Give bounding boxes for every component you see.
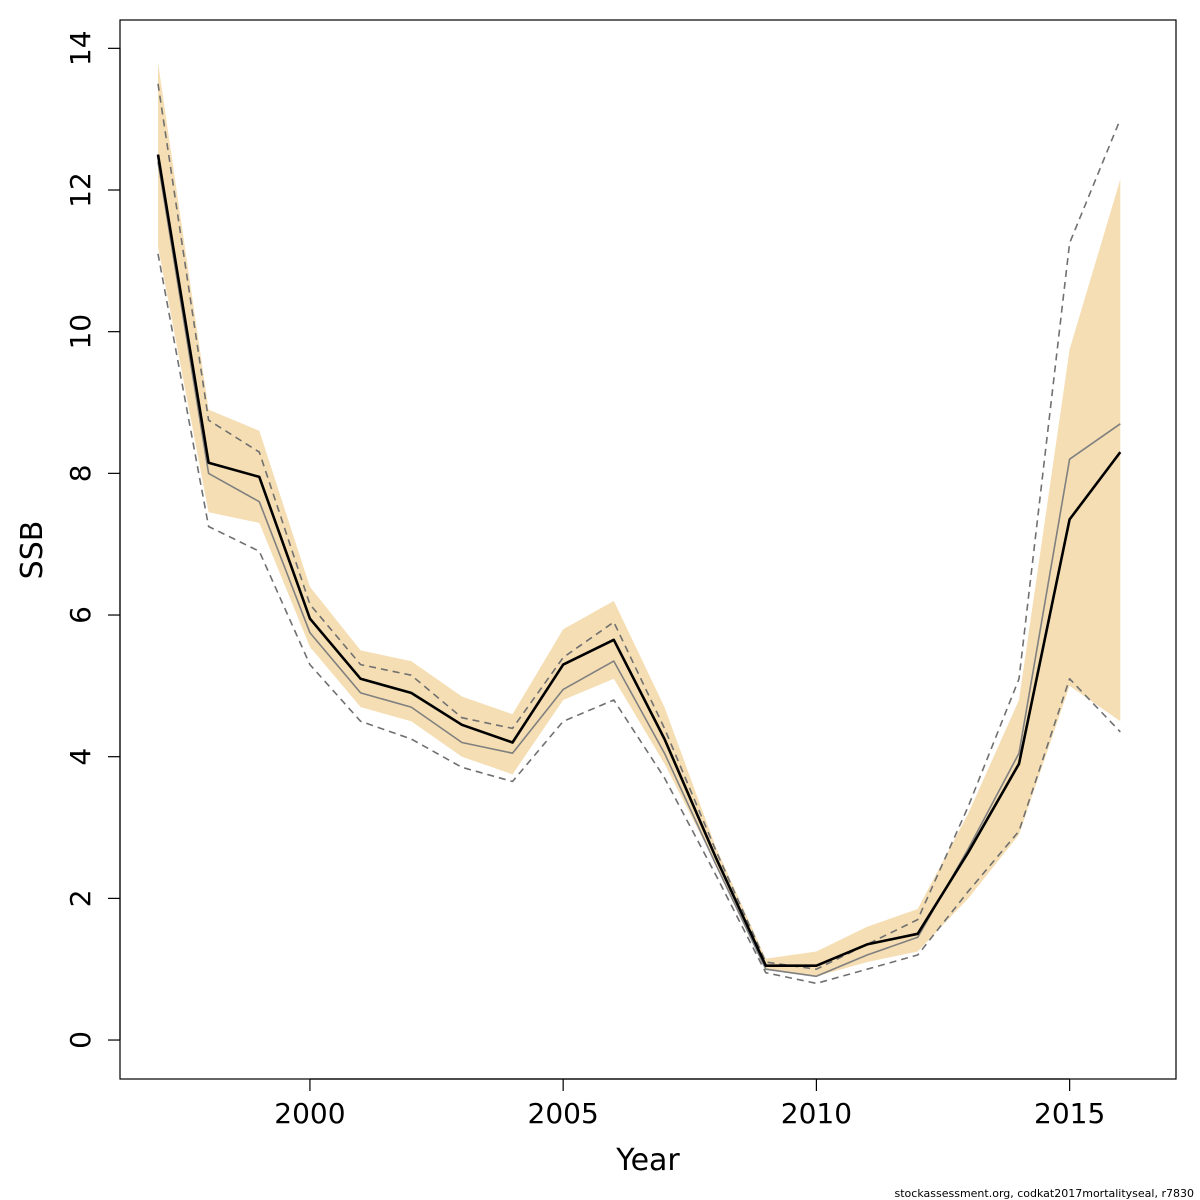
- x-tick-label-2010: 2010: [781, 1097, 852, 1130]
- y-axis-title: SSB: [15, 521, 50, 580]
- x-tick-label-2005: 2005: [528, 1097, 599, 1130]
- y-tick-label-0: 0: [64, 1031, 97, 1049]
- x-axis: 2000 2005 2010 2015: [274, 1078, 1105, 1130]
- series-layer: [156, 83, 1122, 985]
- y-axis: 0 2 4 6 8 10 12 14: [64, 30, 121, 1049]
- series-line-estimate: [156, 154, 1122, 968]
- x-tick-label-2015: 2015: [1034, 1097, 1105, 1130]
- x-axis-title: Year: [615, 1143, 680, 1178]
- y-tick-label-12: 12: [64, 172, 97, 208]
- y-tick-label-4: 4: [64, 748, 97, 766]
- y-tick-label-10: 10: [64, 314, 97, 350]
- y-tick-label-8: 8: [64, 464, 97, 482]
- y-tick-label-6: 6: [64, 606, 97, 624]
- y-tick-label-14: 14: [64, 30, 97, 66]
- series-line-comparison-upper: [157, 83, 1122, 971]
- series-line-comparison-lower: [157, 253, 1121, 985]
- y-tick-label-2: 2: [64, 889, 97, 907]
- x-tick-label-2000: 2000: [274, 1097, 345, 1130]
- footer-note: stockassessment.org, codkat2017mortality…: [895, 1187, 1194, 1200]
